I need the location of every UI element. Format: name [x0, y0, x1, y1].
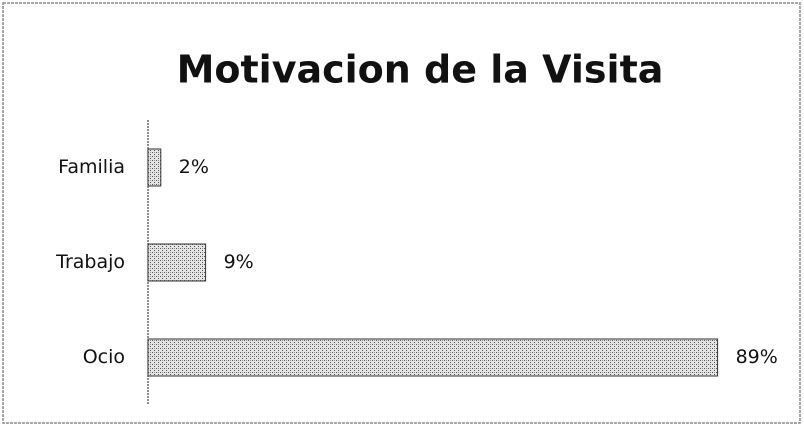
chart-border	[2, 2, 801, 424]
bar	[147, 243, 207, 282]
data-label: 2%	[179, 156, 209, 178]
y-tick-label: Trabajo	[55, 251, 125, 273]
chart-title: Motivacion de la Visita	[177, 48, 664, 92]
y-tick-label: Ocio	[83, 346, 125, 368]
bar	[147, 148, 162, 187]
bar	[147, 338, 719, 377]
y-tick-label: Familia	[58, 156, 125, 178]
data-label: 89%	[736, 346, 778, 368]
data-label: 9%	[224, 251, 254, 273]
